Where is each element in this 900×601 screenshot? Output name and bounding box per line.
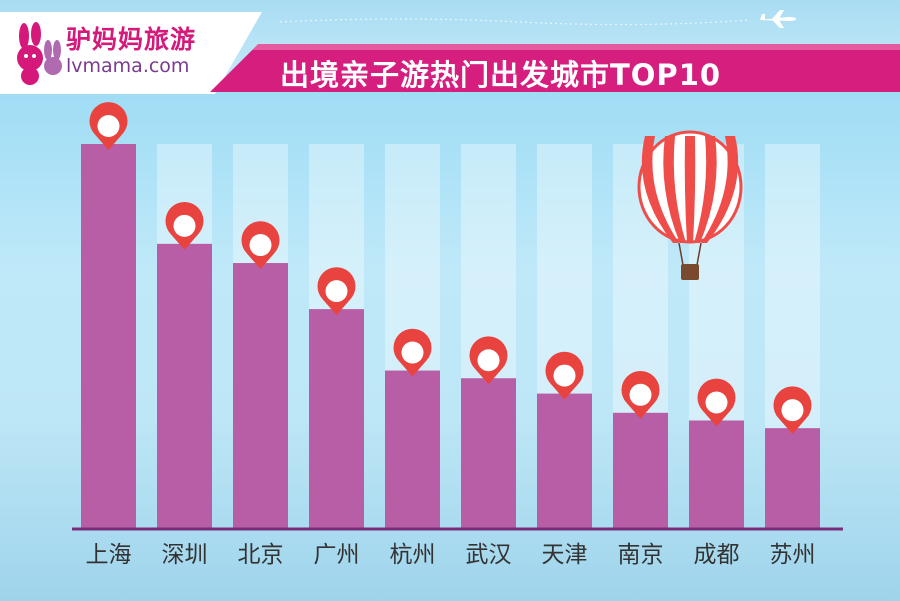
pin-center [325,280,348,303]
x-tick-label: 天津 [542,542,588,568]
airplane-icon [760,10,796,28]
pin-center [629,383,652,406]
pin-center [553,364,576,387]
x-tick-label: 成都 [694,542,740,568]
x-tick-label: 武汉 [466,542,512,568]
page-title: 出境亲子游热门出发城市TOP10 [280,58,722,92]
pin-center [477,349,500,372]
pin-center [249,234,272,257]
x-tick-label: 北京 [238,542,284,568]
bar [385,370,440,528]
title-bar [210,44,900,92]
bar [157,243,212,528]
pin-center [401,341,424,364]
x-tick-label: 上海 [86,542,132,568]
x-tick-label: 深圳 [162,542,208,568]
bar [689,420,744,528]
bar [81,144,136,528]
bar [765,428,820,528]
bar [537,393,592,528]
x-tick-label: 杭州 [390,542,436,568]
x-tick-label: 南京 [618,542,664,568]
bar [233,263,288,528]
flight-trail [280,18,750,26]
rabbit-logo-icon [17,22,62,85]
pin-center [173,214,196,237]
bar [309,309,364,528]
hot-air-balloon-icon [637,130,743,280]
logo-panel [0,12,262,94]
brand-name: 驴妈妈旅游 [66,25,197,54]
pin-center [705,391,728,414]
brand-domain: lvmama.com [66,55,190,77]
pin-center [781,399,804,422]
pin-center [97,115,120,137]
bar [613,412,668,528]
x-tick-label: 苏州 [770,542,816,568]
x-tick-label: 广州 [314,542,360,568]
bar [461,378,516,528]
